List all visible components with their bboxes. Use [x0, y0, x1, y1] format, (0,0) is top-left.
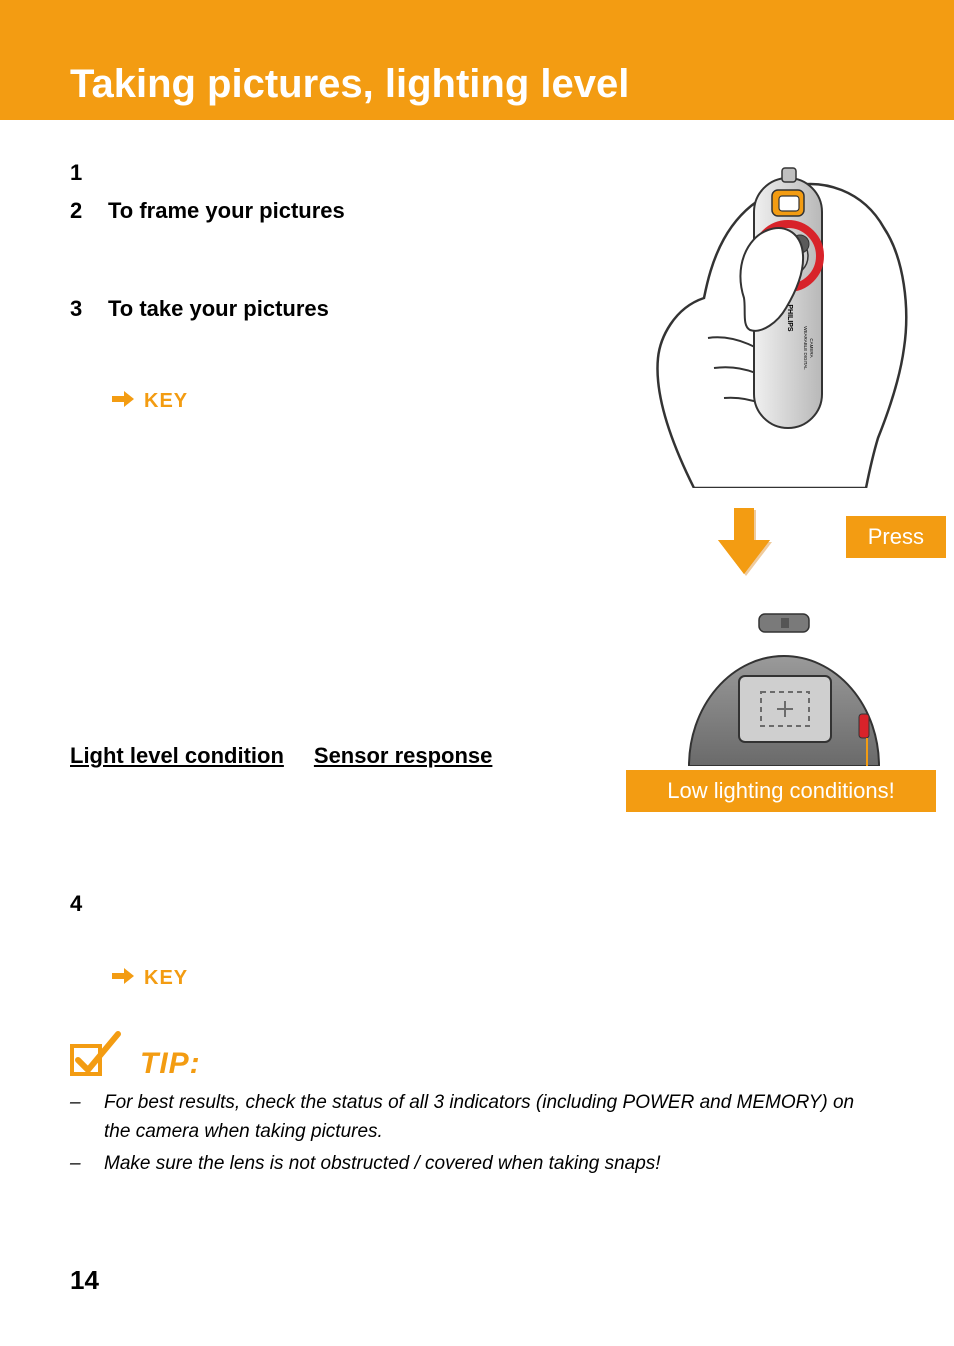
svg-text:CAMERA: CAMERA: [809, 338, 814, 357]
dash-icon: –: [70, 1089, 84, 1146]
col-light-level: Light level condition: [70, 743, 284, 769]
sensor-illustration: [669, 606, 899, 766]
step-number: 4: [70, 891, 90, 917]
header-band: Taking pictures, lighting level: [0, 0, 954, 120]
step-text: To frame your pictures: [108, 198, 345, 224]
arrow-right-icon: [112, 390, 134, 413]
press-label: Press: [846, 516, 946, 558]
content-area: 1 2 To frame your pictures 3 To take you…: [0, 120, 954, 1179]
tip-text: Make sure the lens is not obstructed / c…: [104, 1150, 884, 1179]
step-number: 3: [70, 296, 90, 322]
key-label: KEY: [144, 390, 188, 413]
svg-text:WEARABLE DIGITAL: WEARABLE DIGITAL: [803, 326, 808, 370]
arrow-right-icon: [112, 967, 134, 990]
tip-item: – For best results, check the status of …: [70, 1089, 884, 1146]
tip-text: For best results, check the status of al…: [104, 1089, 884, 1146]
step-text: To take your pictures: [108, 296, 329, 322]
page-number: 14: [70, 1265, 99, 1296]
tip-heading: TIP:: [70, 1030, 884, 1081]
step-number: 1: [70, 160, 90, 186]
checkmark-icon: [70, 1030, 122, 1081]
hand-holding-device-illustration: PHILIPS WEARABLE DIGITAL CAMERA: [634, 148, 934, 488]
figures-column: PHILIPS WEARABLE DIGITAL CAMERA Press: [614, 148, 954, 812]
key-label: KEY: [144, 967, 188, 990]
tip-list: – For best results, check the status of …: [70, 1089, 884, 1179]
tip-label: TIP:: [140, 1047, 201, 1081]
page-title: Taking pictures, lighting level: [70, 62, 954, 107]
step-number: 2: [70, 198, 90, 224]
low-light-label: Low lighting conditions!: [626, 770, 936, 812]
tip-item: – Make sure the lens is not obstructed /…: [70, 1150, 884, 1179]
step-4: 4: [70, 891, 884, 917]
key-callout: KEY: [112, 967, 884, 990]
arrow-down-icon: [714, 508, 774, 581]
col-sensor-response: Sensor response: [314, 743, 493, 769]
press-row: Press: [614, 502, 954, 582]
step-4-block: 4 KEY: [70, 891, 884, 990]
tip-block: TIP: – For best results, check the statu…: [70, 1030, 884, 1179]
device-brand-text: PHILIPS: [786, 304, 793, 332]
dash-icon: –: [70, 1150, 84, 1179]
